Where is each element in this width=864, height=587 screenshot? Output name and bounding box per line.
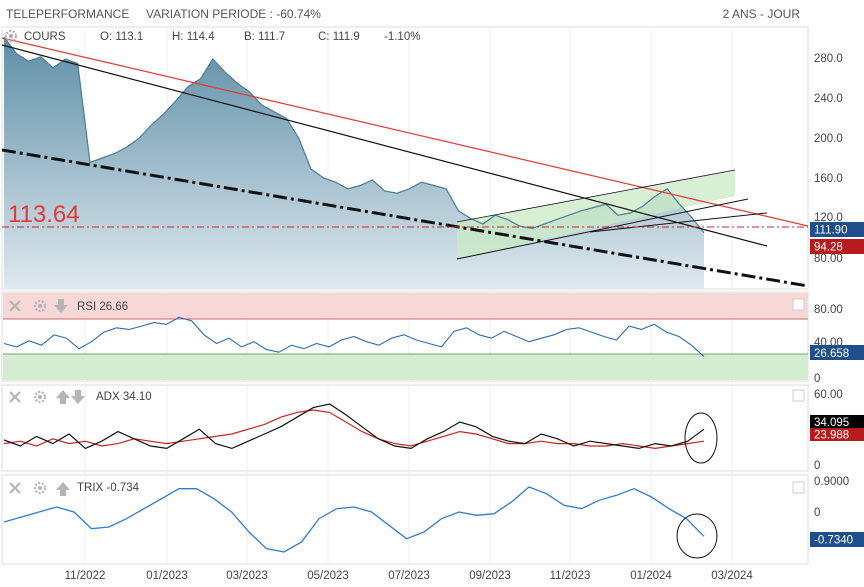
- adx-di-minus-line: [3, 409, 705, 450]
- gear-icon[interactable]: [5, 30, 17, 42]
- adx-badge: 34.095: [814, 417, 849, 429]
- adx-line: [3, 403, 705, 450]
- variation-label: VARIATION PERIODE : -60.74%: [146, 7, 321, 21]
- x-tick: 07/2023: [388, 570, 430, 582]
- trix-line: [3, 486, 705, 553]
- y-tick: 200.0: [814, 133, 843, 145]
- series-label: COURS: [24, 31, 66, 43]
- x-tick: 11/2022: [65, 570, 106, 582]
- close-icon[interactable]: [9, 482, 21, 494]
- channel-upper-line: [456, 169, 736, 223]
- secondary-badge-bg: [810, 239, 864, 254]
- adx-badge-2: 23.988: [814, 430, 849, 442]
- arrow-down-icon[interactable]: [54, 299, 68, 313]
- price-y-axis: 280.0 240.0 200.0 160.0 120.0 80.00: [814, 53, 843, 265]
- adx-badge-2-bg: [810, 428, 864, 441]
- adx-y-tick: 60.00: [814, 389, 843, 401]
- trix-badge-bg: [810, 532, 864, 547]
- y-tick: 80.00: [814, 253, 843, 265]
- adx-highlight-circle: [684, 412, 718, 464]
- panel-toggle-checkbox[interactable]: [792, 298, 805, 311]
- rsi-line: [3, 316, 705, 357]
- dash-dot-support-line: [2, 148, 808, 288]
- close-icon[interactable]: [9, 391, 21, 403]
- black-trend-line: [2, 44, 768, 247]
- trix-y-tick: 0: [814, 507, 820, 519]
- x-tick: 05/2023: [307, 570, 349, 582]
- rsi-overbought-zone: [3, 293, 808, 319]
- x-tick: 01/2023: [146, 570, 188, 582]
- stock-name: TELEPERFORMANCE: [6, 7, 129, 21]
- rsi-oversold-zone: [3, 354, 808, 380]
- arrow-down-icon[interactable]: [71, 390, 85, 404]
- last-price-badge: 111.90: [814, 225, 847, 237]
- y-tick: 160.0: [814, 173, 843, 185]
- adx-panel: [1, 384, 809, 472]
- x-axis: 11/2022 01/2023 03/2023 05/2023 07/2023 …: [65, 570, 754, 582]
- gear-icon[interactable]: [33, 390, 47, 404]
- adx-label: ADX 34.10: [96, 391, 152, 403]
- arrow-up-icon[interactable]: [56, 482, 70, 496]
- rsi-y-tick: 80.00: [814, 304, 843, 316]
- x-tick: 01/2024: [630, 570, 672, 582]
- last-price-badge-bg: [810, 222, 864, 237]
- red-resistance-line: [2, 37, 808, 227]
- rsi-badge: 26.658: [814, 348, 849, 360]
- level-value: 113.64: [8, 201, 80, 228]
- ohlc-change: -1.10%: [384, 31, 420, 43]
- gear-icon[interactable]: [33, 299, 47, 313]
- arrow-up-icon[interactable]: [56, 390, 70, 404]
- ohlc-low: B: 111.7: [244, 31, 285, 43]
- gear-icon[interactable]: [33, 481, 47, 495]
- x-tick: 11/2023: [550, 570, 591, 582]
- price-area: [4, 37, 704, 289]
- channel-lower-line: [456, 198, 749, 260]
- rsi-label: RSI 26.66: [77, 301, 128, 313]
- short-trend-line: [589, 212, 768, 233]
- trix-badge: -0.7340: [814, 535, 853, 547]
- secondary-badge: 94.28: [814, 242, 843, 254]
- panel-toggle-checkbox[interactable]: [792, 481, 805, 494]
- panel-toggle-checkbox[interactable]: [792, 389, 805, 402]
- x-tick: 09/2023: [469, 570, 511, 582]
- rsi-badge-bg: [810, 345, 864, 360]
- y-tick: 120.0: [814, 212, 843, 224]
- ohlc-close: C: 111.9: [318, 31, 360, 43]
- ohlc-open: O: 113.1: [100, 31, 143, 43]
- close-icon[interactable]: [9, 300, 21, 312]
- trix-highlight-circle: [676, 513, 718, 559]
- adx-badge-bg: [810, 415, 864, 429]
- x-tick: 03/2024: [711, 570, 753, 582]
- period-label[interactable]: 2 ANS - JOUR: [723, 7, 801, 21]
- trix-y-tick: 0.9000: [814, 476, 849, 488]
- trix-panel: [1, 474, 809, 565]
- x-tick: 03/2023: [226, 570, 268, 582]
- ohlc-high: H: 114.4: [172, 31, 215, 43]
- y-tick: 240.0: [814, 93, 843, 105]
- trix-label: TRIX -0.734: [77, 482, 140, 494]
- y-tick: 280.0: [814, 53, 843, 65]
- price-line: [3, 36, 705, 234]
- rsi-y-tick: 0: [814, 373, 820, 385]
- adx-y-tick: 0: [814, 460, 820, 472]
